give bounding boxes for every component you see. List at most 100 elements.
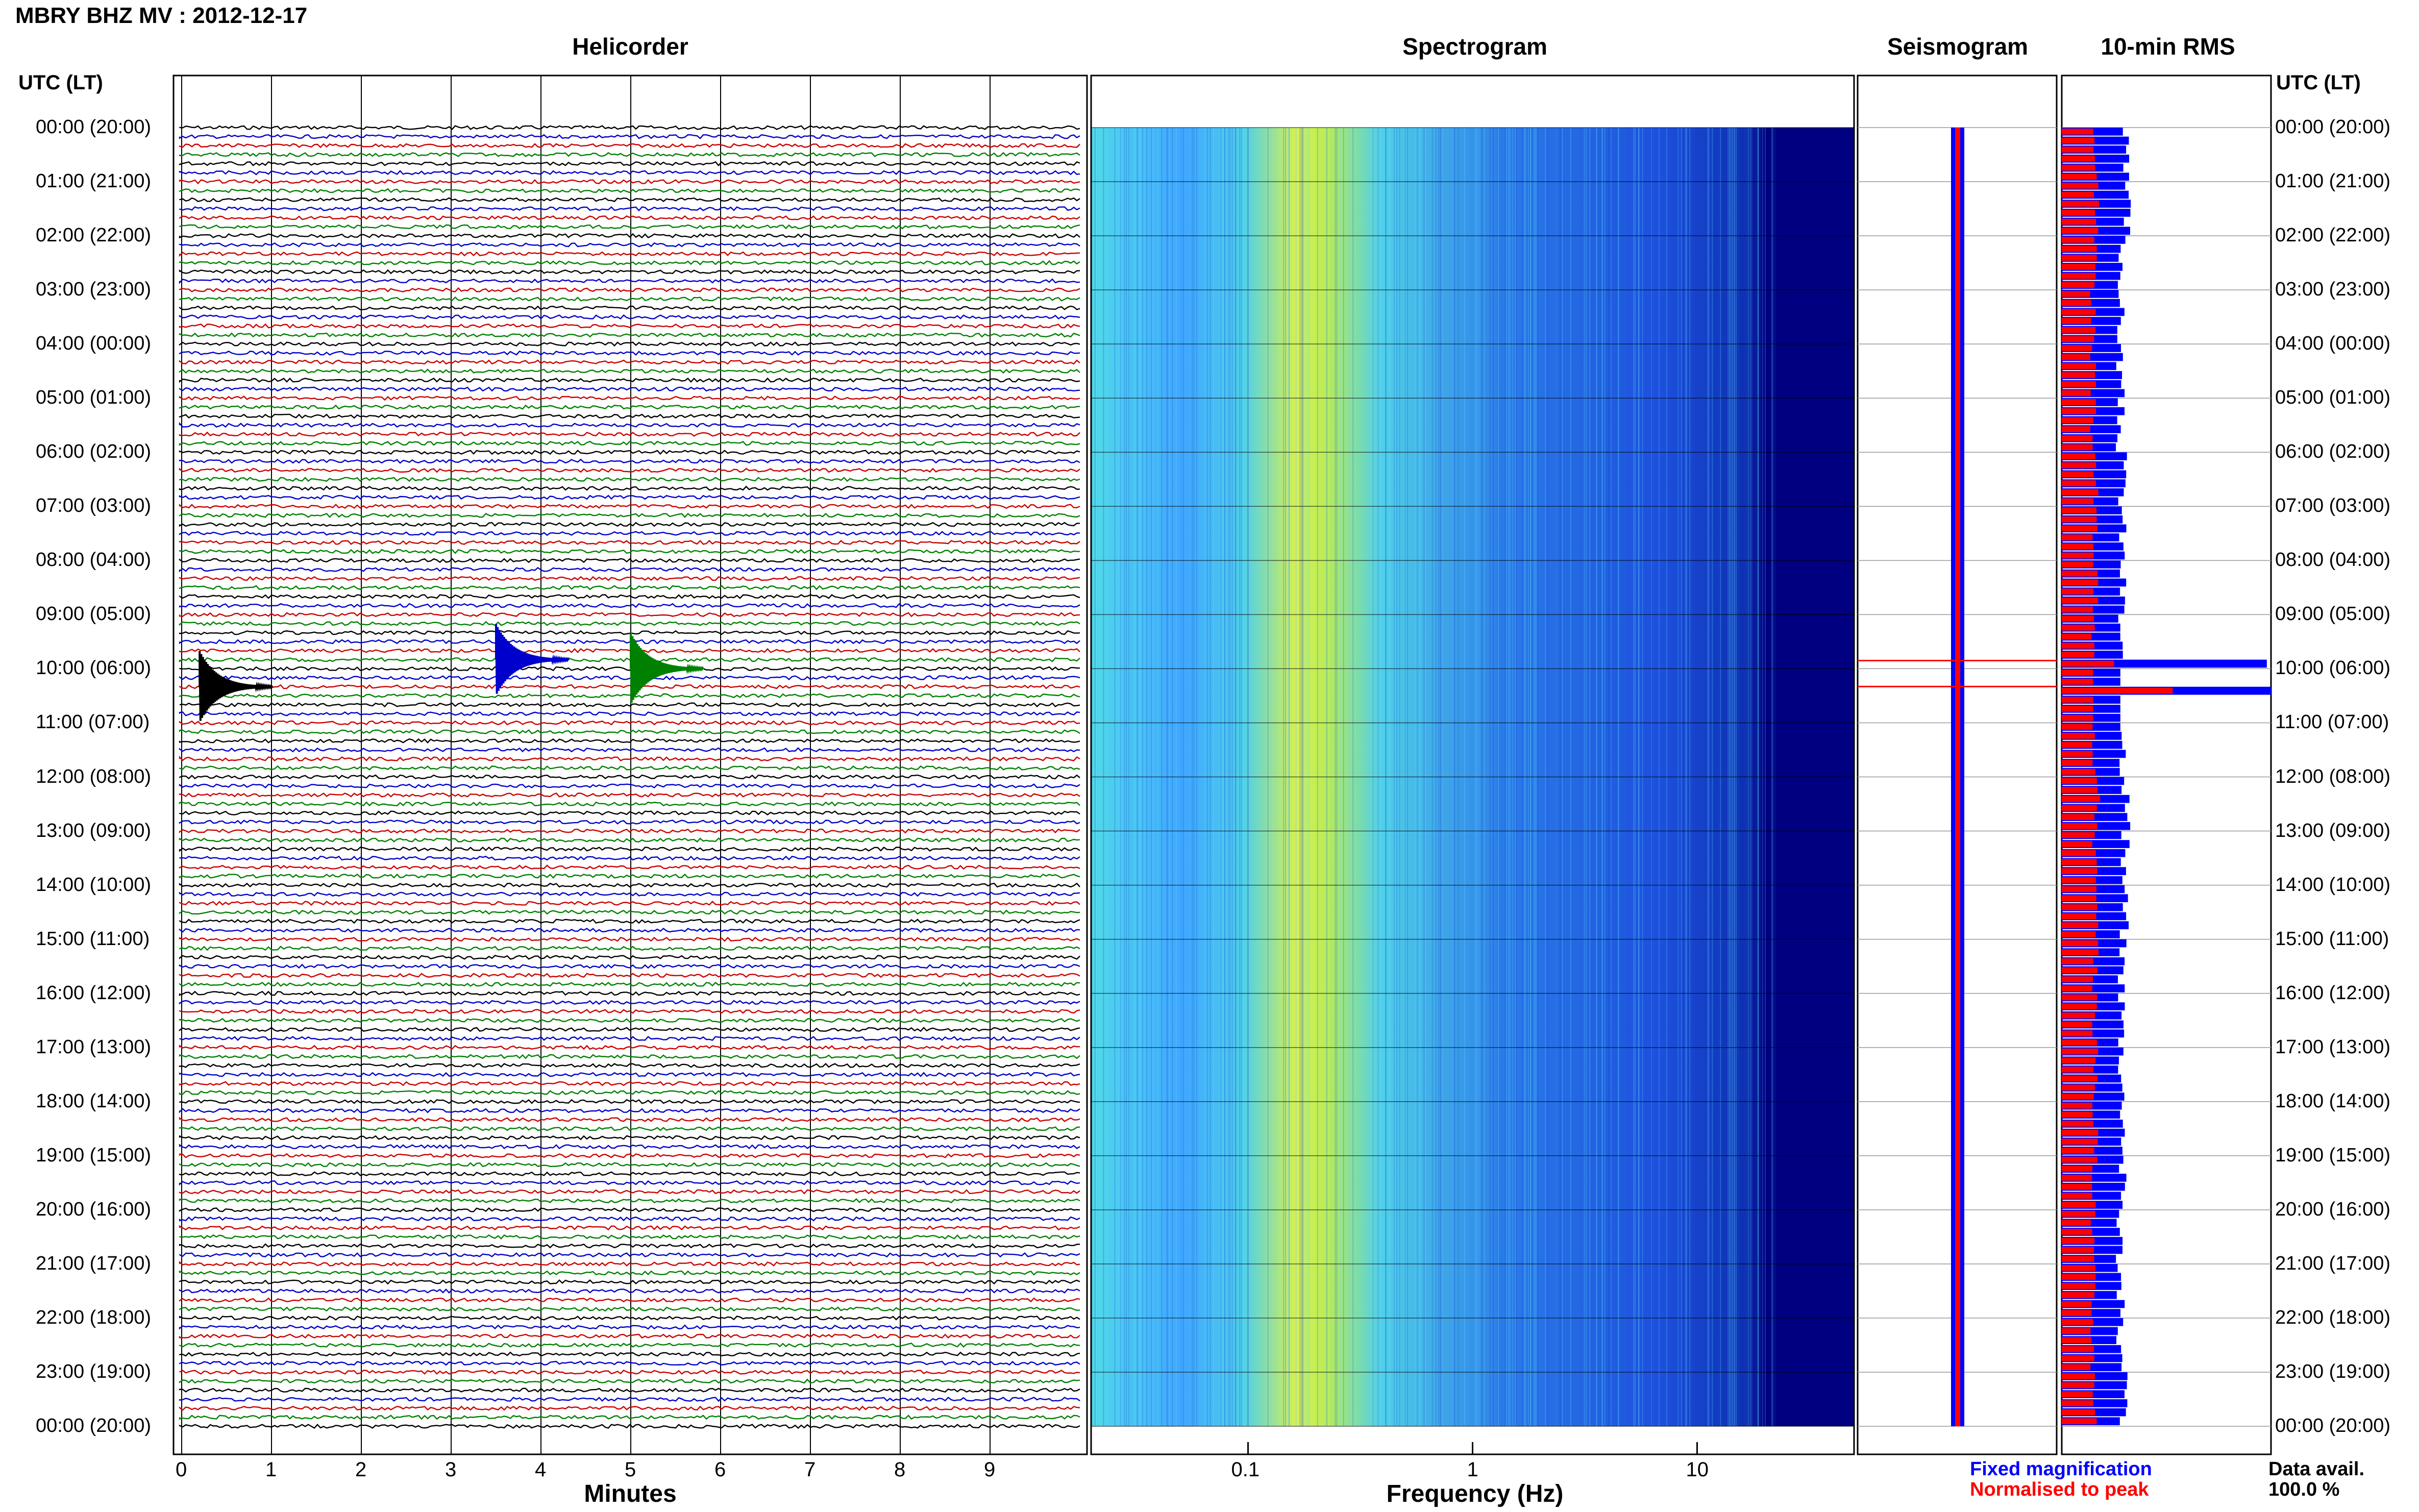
rms-bar-normalised — [2062, 381, 2096, 387]
helicorder-x-tick: 7 — [804, 1458, 816, 1481]
rms-bar-normalised — [2062, 1220, 2091, 1226]
y-tick-label: 18:00 (14:00) — [2275, 1090, 2391, 1112]
rms-bar-normalised — [2062, 714, 2093, 721]
helicorder-trace — [179, 919, 1080, 924]
y-tick-label: 10:00 (06:00) — [2275, 657, 2391, 679]
helicorder-trace — [179, 819, 1080, 825]
helicorder-trace — [179, 197, 1080, 203]
helicorder-trace — [179, 549, 1080, 554]
helicorder-trace — [179, 828, 1080, 834]
rms-bar-normalised — [2062, 1202, 2096, 1208]
helicorder-trace — [179, 675, 1080, 681]
helicorder-trace — [179, 1397, 1080, 1402]
y-tick-label: 19:00 (15:00) — [2275, 1144, 2391, 1166]
rms-bar-normalised — [2062, 571, 2098, 577]
helicorder-trace — [179, 1306, 1080, 1312]
y-tick-label: 05:00 (01:00) — [2275, 387, 2391, 409]
spectrogram-x-tick: 10 — [1686, 1458, 1709, 1481]
rms-bar-normalised — [2062, 255, 2097, 261]
rms-bar-normalised — [2062, 1102, 2092, 1109]
rms-bar-normalised — [2062, 156, 2095, 162]
rms-bar-normalised — [2062, 1229, 2092, 1235]
helicorder-trace — [179, 1198, 1080, 1204]
rms-bar-normalised — [2062, 318, 2091, 324]
rms-bar-normalised — [2062, 1400, 2093, 1406]
rms-bar-normalised — [2062, 615, 2094, 622]
y-tick-label: 15:00 (11:00) — [36, 928, 150, 950]
helicorder-trace — [179, 1288, 1080, 1294]
helicorder-trace — [179, 467, 1080, 473]
helicorder-trace — [179, 585, 1080, 590]
rms-bar-normalised — [2062, 706, 2093, 712]
rms-bar-normalised — [2062, 1355, 2094, 1361]
rms-bar-normalised — [2062, 534, 2093, 540]
rms-bar-normalised — [2062, 462, 2096, 468]
rms-bar-normalised — [2062, 1156, 2097, 1163]
y-tick-label: 00:00 (20:00) — [2275, 1415, 2391, 1436]
rms-bar-normalised — [2062, 660, 2114, 667]
rms-bar-normalised — [2062, 561, 2093, 567]
helicorder-trace — [179, 125, 1080, 130]
helicorder-trace — [179, 440, 1080, 446]
rms-bar-normalised — [2062, 309, 2096, 315]
helicorder-trace — [179, 639, 1080, 645]
page-title: MBRY BHZ MV : 2012-12-17 — [15, 3, 308, 28]
spectrogram-title: Spectrogram — [1402, 33, 1547, 60]
helicorder-x-tick: 0 — [176, 1458, 187, 1481]
rms-bar-normalised — [2062, 931, 2096, 937]
rms-bar-normalised — [2062, 733, 2095, 739]
rms-bar-normalised — [2062, 435, 2093, 441]
helicorder-x-tick: 5 — [625, 1458, 636, 1481]
rms-bar-normalised — [2062, 841, 2092, 847]
rms-bar-normalised — [2062, 1003, 2097, 1009]
rms-bar-normalised — [2062, 679, 2093, 685]
rms-plot — [2061, 75, 2272, 1455]
y-tick-label: 12:00 (08:00) — [36, 765, 152, 787]
y-tick-label: 00:00 (20:00) — [36, 1415, 152, 1436]
helicorder-trace — [179, 377, 1080, 383]
helicorder-trace — [179, 1099, 1080, 1104]
y-tick-label: 00:00 (20:00) — [2275, 116, 2391, 138]
y-tick-label: 08:00 (04:00) — [2275, 549, 2391, 571]
helicorder-trace — [179, 539, 1080, 545]
helicorder-trace — [179, 1360, 1080, 1366]
spectrogram-plot — [1090, 75, 1855, 1455]
rms-title: 10-min RMS — [2101, 33, 2235, 60]
rms-bar-normalised — [2062, 1382, 2094, 1389]
helicorder-trace — [179, 1162, 1080, 1168]
rms-bar-normalised — [2062, 525, 2097, 532]
helicorder-xlabel: Minutes — [584, 1480, 677, 1507]
helicorder-trace — [179, 612, 1080, 617]
helicorder-trace — [179, 522, 1080, 527]
helicorder-trace — [179, 1144, 1080, 1150]
helicorder-trace — [179, 1062, 1080, 1069]
helicorder-trace — [179, 566, 1080, 573]
helicorder-trace — [179, 955, 1080, 960]
y-tick-label: 18:00 (14:00) — [36, 1090, 152, 1112]
rms-bar-normalised — [2062, 1193, 2092, 1199]
y-tick-label: 01:00 (21:00) — [36, 170, 152, 192]
y-tick-label: 03:00 (23:00) — [36, 279, 152, 301]
rms-bar-normalised — [2062, 579, 2099, 586]
seismogram-title: Seismogram — [1887, 33, 2029, 60]
helicorder-x-tick: 3 — [445, 1458, 457, 1481]
rms-bar-normalised — [2062, 913, 2096, 920]
helicorder-trace — [179, 1018, 1080, 1023]
helicorder-trace — [179, 1035, 1080, 1042]
rms-bar-normalised — [2062, 994, 2097, 1001]
helicorder-trace — [179, 323, 1080, 329]
rms-bar-normalised — [2062, 1210, 2095, 1217]
rms-bar-normalised — [2062, 598, 2099, 604]
helicorder-trace — [179, 1342, 1080, 1348]
helicorder-trace — [179, 477, 1080, 482]
rms-bar-normalised — [2062, 760, 2093, 766]
helicorder-trace — [179, 341, 1080, 347]
rms-bar-normalised — [2062, 1256, 2094, 1262]
rms-bar-normalised — [2062, 1111, 2093, 1118]
y-tick-label: 02:00 (22:00) — [2275, 225, 2391, 246]
rms-bar-normalised — [2062, 164, 2095, 171]
rms-bar-normalised — [2062, 751, 2093, 757]
rms-bar-normalised — [2062, 787, 2098, 793]
y-tick-label: 06:00 (02:00) — [36, 441, 152, 463]
rms-bar-normalised — [2062, 1175, 2092, 1181]
